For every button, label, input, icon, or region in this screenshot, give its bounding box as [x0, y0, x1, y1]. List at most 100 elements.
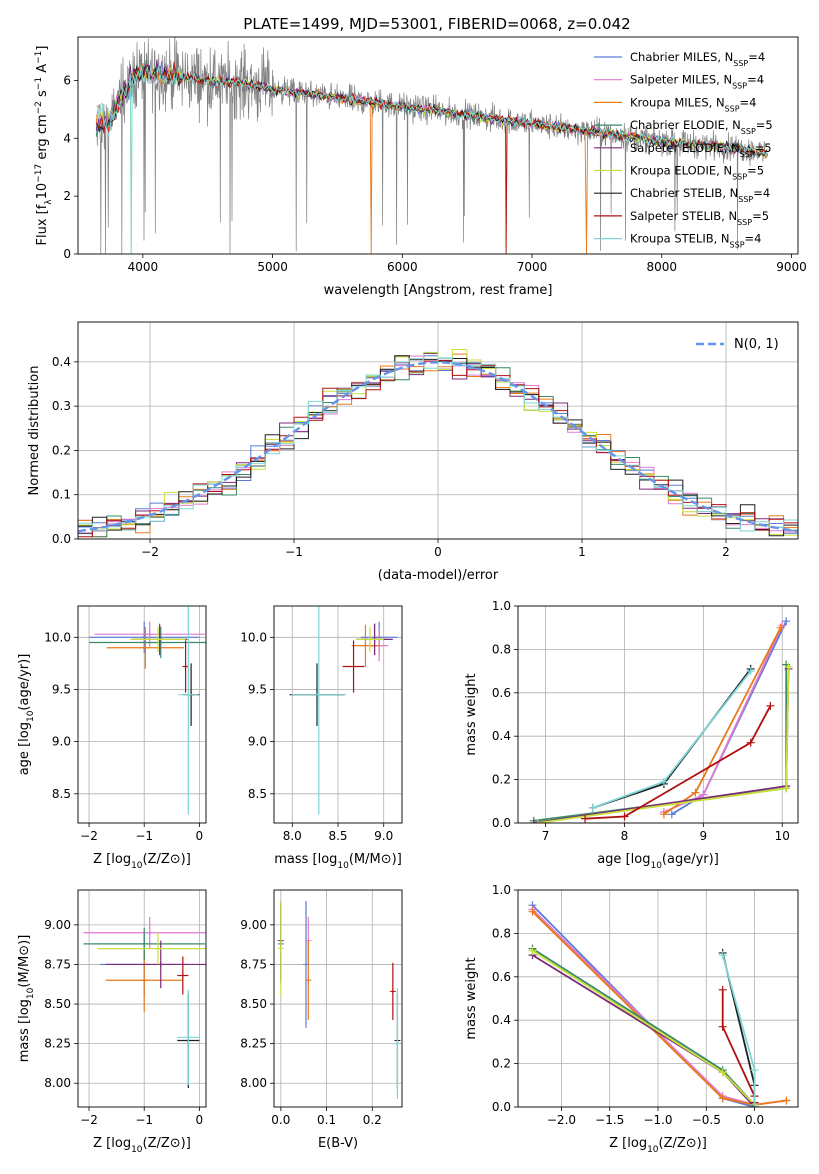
y-tick-label: 9.00 — [44, 918, 71, 932]
label-part: Chabrier MILES, N — [630, 50, 733, 64]
label-part: 10 — [650, 861, 662, 871]
point-marker — [718, 985, 727, 994]
point-marker — [766, 701, 775, 710]
y-tick-label: 9.5 — [248, 682, 267, 696]
legend-entry: Salpeter STELIB, NSSP=5 — [630, 209, 769, 227]
point-marker — [782, 1096, 791, 1105]
point-marker — [784, 662, 793, 671]
series-line — [531, 908, 787, 1106]
legend-entry: Kroupa ELODIE, NSSP=5 — [630, 164, 764, 182]
model-spectrum-chab-stelib — [96, 64, 768, 158]
label-part: Kroupa ELODIE, N — [630, 164, 732, 178]
series-line — [584, 705, 772, 820]
point-marker — [746, 738, 755, 747]
x-tick-label: −0.5 — [692, 1113, 721, 1127]
label-part: =4 — [740, 95, 757, 109]
x-tick-label: 8 — [621, 829, 629, 843]
grid-lines — [78, 890, 206, 1107]
x-tick-label: 4000 — [128, 260, 159, 274]
legend-entry: Chabrier STELIB, NSSP=4 — [630, 186, 770, 204]
x-axis-label: E(B-V) — [318, 1136, 358, 1151]
model-spectrum-krou-stelib — [95, 65, 768, 254]
label-part: 10 — [337, 861, 349, 871]
marker — [305, 977, 312, 984]
plot-area — [89, 606, 206, 815]
y-tick-label: 4 — [63, 131, 71, 145]
plot-area — [83, 916, 206, 1088]
label-part: =5 — [747, 164, 764, 178]
x-tick-label: −1.0 — [643, 1113, 672, 1127]
errorbar-krou-stelib — [177, 989, 200, 1085]
point-marker — [691, 788, 700, 797]
marker — [179, 972, 186, 979]
y-tick-label: 9.00 — [240, 918, 267, 932]
label-part: SSP — [732, 172, 747, 181]
x-tick-label: 7 — [542, 829, 550, 843]
x-tick-label: 0 — [196, 829, 204, 843]
y-tick-label: 0.4 — [52, 355, 71, 369]
point-marker — [620, 812, 629, 821]
x-tick-label: −2 — [80, 829, 98, 843]
series-krou-miles — [528, 907, 791, 1107]
x-tick-label: 9 — [700, 829, 708, 843]
y-tick-label: 0.2 — [52, 443, 71, 457]
label-part: 10 — [131, 861, 143, 871]
errorbar-krou-stelib — [178, 606, 199, 815]
legend-entry: Salpeter MILES, NSSP=4 — [630, 73, 764, 91]
y-axis-label: Flux [fλ10−17 erg cm−2 s−1 A−1] — [34, 46, 54, 246]
y-tick-label: 0.1 — [52, 488, 71, 502]
plot-area — [95, 37, 769, 254]
label-part: =4 — [747, 73, 764, 87]
point-marker — [533, 819, 542, 823]
y-tick-label: 1.0 — [492, 883, 511, 897]
x-tick-label: 2 — [722, 545, 730, 559]
x-axis-label: wavelength [Angstrom, rest frame] — [324, 283, 553, 298]
errorbar-chab-elodie — [83, 928, 205, 960]
marker — [142, 644, 149, 651]
label-part: Z [log — [609, 1136, 647, 1151]
label-part: =5 — [755, 141, 772, 155]
y-tick-label: 0.0 — [492, 1100, 511, 1114]
point-marker — [529, 819, 538, 823]
legend-entry: Salpeter ELODIE, NSSP=5 — [630, 141, 772, 159]
label-part: −2 — [34, 101, 44, 114]
y-tick-label: 8.25 — [44, 1037, 71, 1051]
x-tick-label: 0.2 — [363, 1113, 382, 1127]
x-tick-label: −1 — [285, 545, 303, 559]
plot-area — [289, 606, 398, 815]
point-marker — [667, 810, 676, 819]
x-tick-label: 9.0 — [374, 829, 393, 843]
point-marker — [718, 1068, 727, 1077]
label-part: 10 — [26, 987, 36, 999]
series-line — [592, 668, 752, 809]
model-spectrum-krou-miles — [95, 63, 768, 254]
marker — [157, 639, 164, 646]
marker — [155, 636, 161, 643]
label-part: =5 — [756, 118, 773, 132]
x-axis-label: Z [log10(Z/Z⊙)] — [93, 852, 191, 871]
plot-area — [528, 901, 791, 1107]
x-tick-label: 0 — [196, 1113, 204, 1127]
label-part: (M/M⊙)] — [349, 852, 402, 867]
legend-entry: N(0, 1) — [734, 337, 779, 352]
errorbar-krou-elodie — [356, 626, 384, 652]
errorbar-krou-stelib — [291, 606, 347, 815]
label-part: SSP — [737, 217, 752, 226]
y-tick-label: 8.00 — [44, 1076, 71, 1090]
series-salp-stelib — [581, 701, 775, 823]
plot-area — [529, 617, 793, 823]
point-marker — [659, 777, 668, 786]
label-part: ] — [35, 46, 50, 51]
x-tick-label: 8.5 — [328, 829, 347, 843]
y-tick-label: 0.0 — [52, 532, 71, 546]
marker — [362, 642, 369, 649]
marker — [146, 631, 153, 638]
label-part: (Z/Z⊙)] — [143, 852, 191, 867]
point-marker — [718, 1022, 727, 1031]
x-axis-label: age [log10(age/yr)] — [597, 852, 719, 871]
x-tick-label: 0 — [434, 545, 442, 559]
label-part: λ — [44, 199, 54, 205]
